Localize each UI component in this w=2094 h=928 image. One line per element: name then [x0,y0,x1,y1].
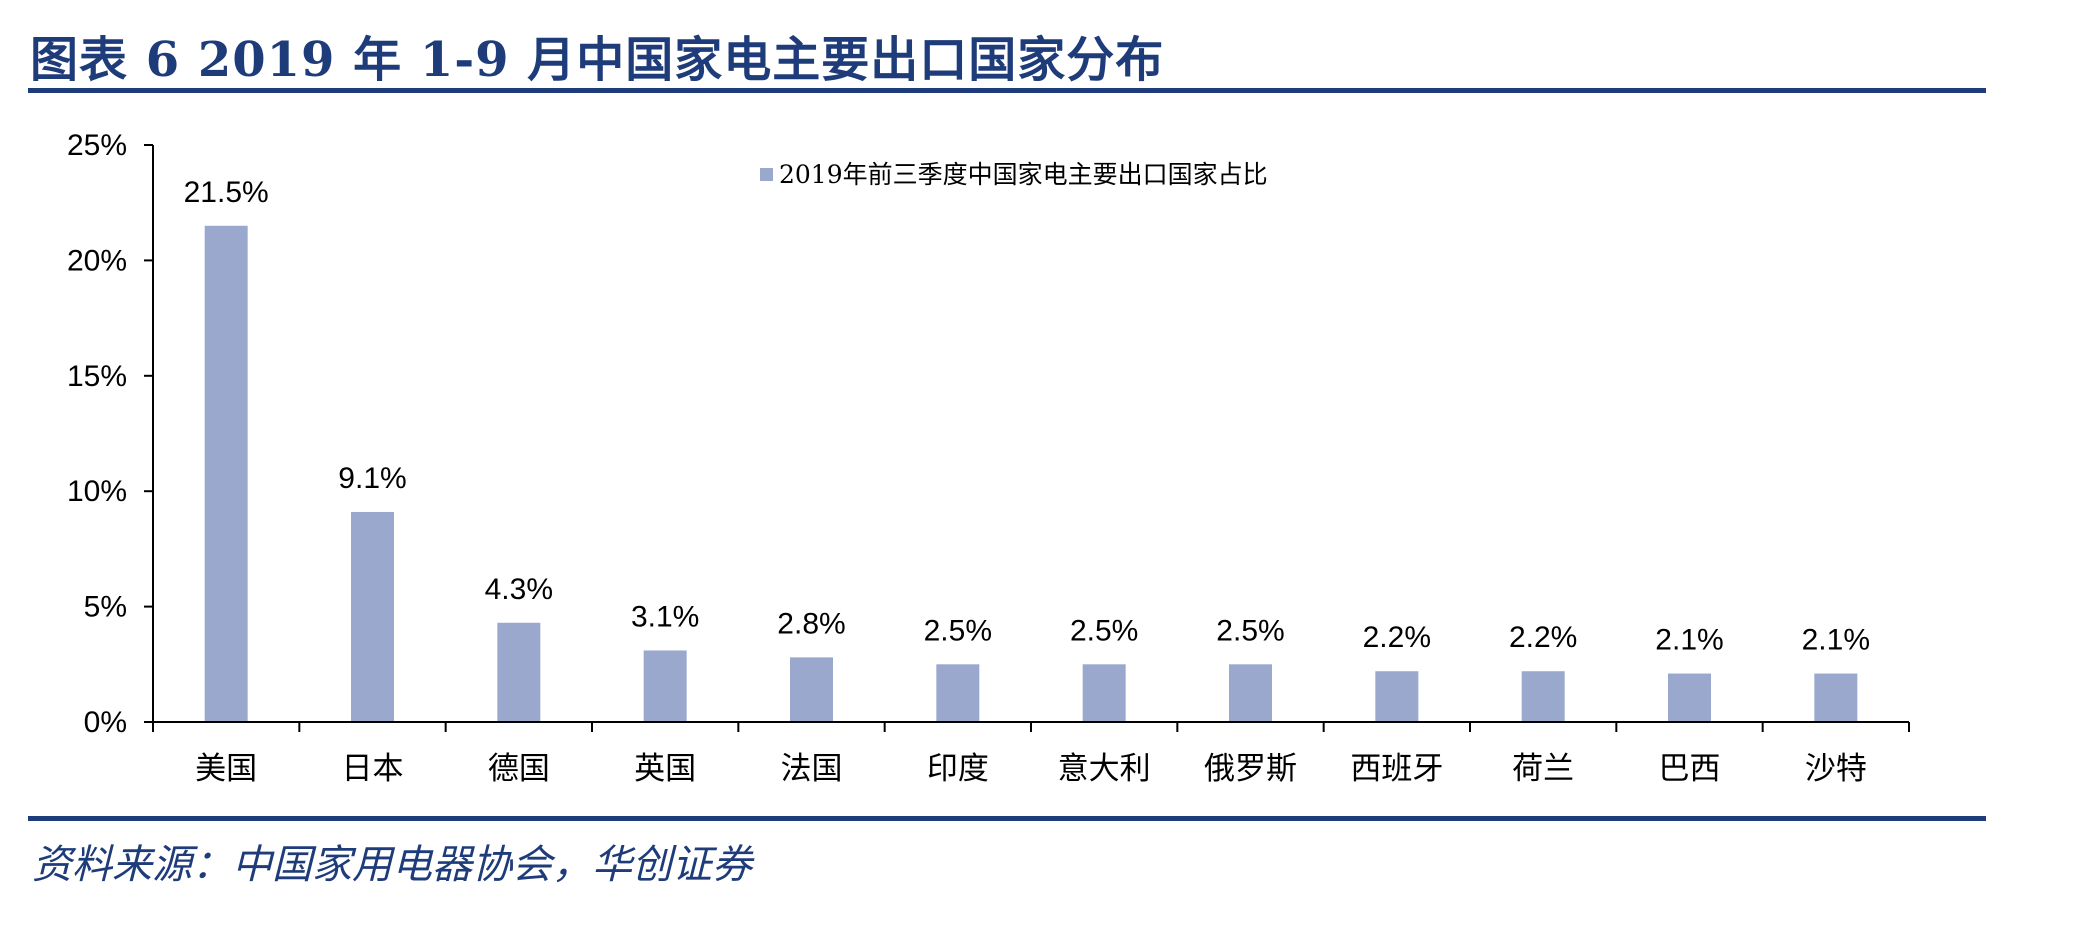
data-label: 2.1% [1655,624,1723,657]
data-label: 2.8% [777,607,845,640]
y-axis: 0% 5% 10% 15% 20% 25% [67,129,154,739]
y-tick-label: 0% [84,706,127,739]
x-category-label: 沙特 [1805,751,1867,786]
data-label: 3.1% [631,600,699,633]
y-tick-label: 5% [84,591,127,624]
y-tick-label: 25% [67,129,127,162]
x-category-label: 日本 [342,751,404,786]
data-label: 2.5% [1216,614,1284,647]
data-label: 21.5% [184,176,269,209]
data-label: 9.1% [338,462,406,495]
x-category-label: 荷兰 [1512,751,1574,786]
x-axis: 美国 日本 德国 英国 法国 印度 意大利 俄罗斯 西班牙 荷兰 巴西 沙特 [152,721,1910,786]
bar-series: 21.5% 9.1% 4.3% 3.1% 2.8% 2.5% 2.5% 2.5% 2.2% 2.2… [184,176,1870,722]
data-label: 2.1% [1802,624,1870,657]
x-category-label: 意大利 [1058,751,1151,786]
bar [204,225,248,722]
bar [1229,664,1272,722]
bar [643,650,687,722]
bar [790,657,833,722]
data-label: 2.2% [1363,621,1431,654]
bar [497,622,541,722]
bar [1521,671,1565,722]
bar [351,511,394,722]
bar [1082,664,1126,722]
title-divider [28,88,1986,93]
y-tick-label: 15% [67,360,127,393]
x-category-label: 俄罗斯 [1204,751,1297,786]
source-note: 资料来源：中国家用电器协会，华创证券 [32,842,752,888]
x-category-label: 巴西 [1659,751,1721,786]
bar [1814,673,1858,722]
x-category-label: 印度 [927,751,989,786]
data-label: 2.5% [1070,614,1138,647]
data-label: 4.3% [485,573,553,606]
source-divider [28,816,1986,821]
y-tick-label: 20% [67,244,127,277]
legend-swatch [760,168,773,181]
x-category-label: 西班牙 [1350,751,1443,786]
page-title: 图表 6 2019 年 1-9 月中国家电主要出口国家分布 [30,32,1165,88]
data-label: 2.5% [924,614,992,647]
legend: 2019年前三季度中国家电主要出口国家占比 [760,160,1268,189]
y-tick-label: 10% [67,475,127,508]
bar [1375,671,1419,722]
x-category-label: 德国 [488,751,550,786]
x-category-label: 法国 [781,751,843,786]
x-category-label: 美国 [195,751,257,786]
legend-label: 2019年前三季度中国家电主要出口国家占比 [779,160,1268,189]
bar [1668,673,1711,722]
x-category-label: 英国 [634,751,696,786]
data-label: 2.2% [1509,621,1577,654]
bar [936,664,980,722]
